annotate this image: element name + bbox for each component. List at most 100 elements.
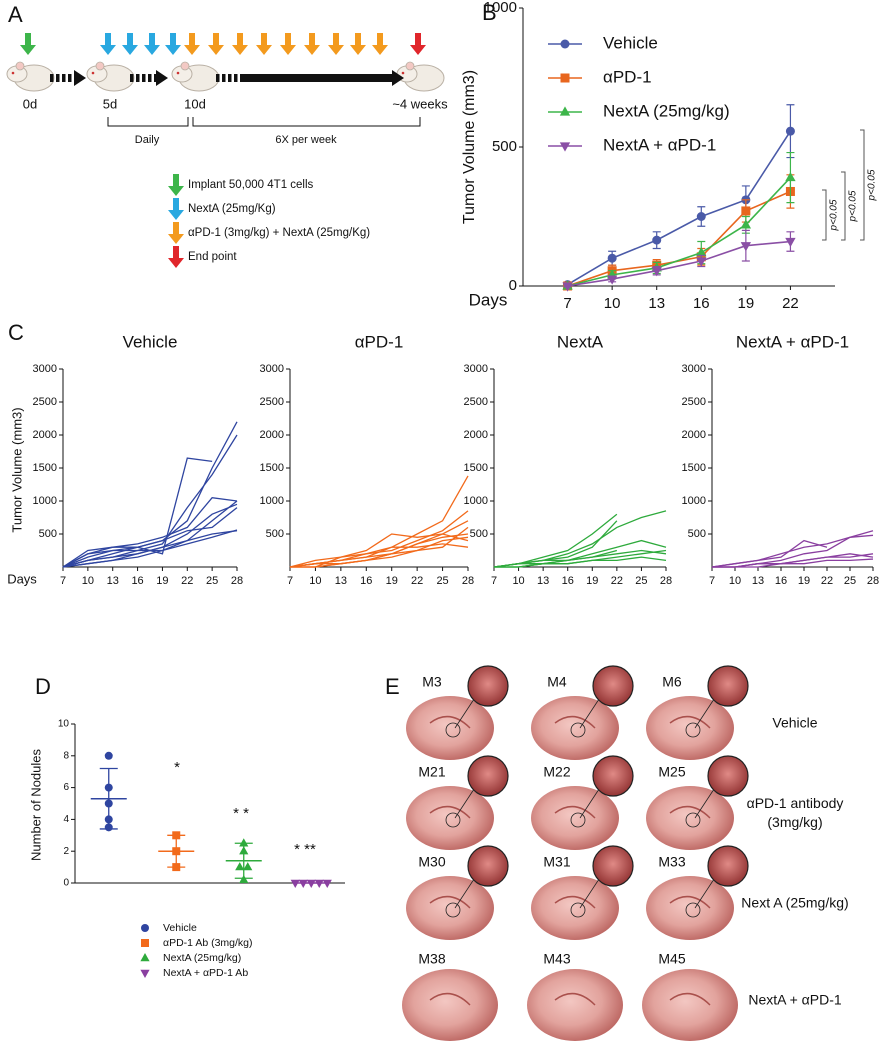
schedule-arrow	[304, 33, 320, 55]
marker	[740, 242, 752, 252]
marker	[607, 253, 617, 263]
schedule-arrow	[168, 198, 184, 220]
sample-label: M38	[418, 951, 445, 967]
schedule-arrow	[184, 33, 200, 55]
y-tick-label: 0	[63, 878, 69, 889]
marker	[696, 257, 707, 267]
lung-photo	[642, 969, 738, 1041]
marker	[785, 126, 795, 136]
period-bracket	[107, 117, 189, 127]
x-tick-label: 25	[436, 575, 448, 587]
significance-label: * *	[233, 805, 249, 822]
legend-marker	[560, 73, 570, 83]
zoom-inset	[467, 845, 509, 887]
error-bar	[99, 767, 118, 830]
marker	[322, 879, 332, 888]
series-line	[711, 539, 828, 568]
timeline-dash	[68, 74, 72, 82]
y-tick-label: 1500	[464, 462, 488, 474]
schedule-arrow	[256, 33, 272, 55]
lung-photo	[406, 786, 494, 850]
panel-label: D	[35, 674, 51, 699]
x-axis-label: Days	[7, 571, 37, 586]
marker	[740, 219, 752, 229]
timepoint-label: ~4 weeks	[392, 96, 448, 111]
schedule-arrow	[168, 246, 184, 268]
y-tick-label: 3000	[682, 363, 706, 375]
y-tick-label: 1000	[682, 495, 706, 507]
marker	[239, 874, 249, 884]
timeline-arrowhead	[392, 70, 404, 86]
schema-legend-label: End point	[188, 251, 237, 263]
zoom-source	[445, 812, 461, 828]
x-tick-label: 7	[60, 575, 66, 587]
legend-label: αPD-1 Ab (3mg/kg)	[163, 937, 253, 949]
timeline-dash	[216, 74, 220, 82]
mouse-icon	[6, 61, 55, 92]
timeline-dash	[142, 74, 146, 82]
x-tick-label: 16	[360, 575, 372, 587]
timeline-dash	[50, 74, 54, 82]
x-tick-label: 10	[309, 575, 321, 587]
schedule-arrow	[144, 33, 160, 55]
zoom-inset	[707, 845, 749, 887]
lung-photo	[527, 969, 623, 1041]
zoom-inset	[592, 755, 634, 797]
panel-label: C	[8, 320, 24, 345]
zoom-inset	[467, 665, 509, 707]
lung-photo	[646, 696, 734, 760]
series-line	[290, 526, 469, 568]
error-bar	[167, 834, 186, 868]
lung-fold	[554, 895, 596, 909]
timeline-arrowhead	[156, 70, 168, 86]
y-tick-label: 500	[470, 528, 488, 540]
timeline-dash	[154, 74, 158, 82]
legend-label: NextA + αPD-1 Ab	[163, 967, 248, 979]
zoom-source	[570, 902, 586, 918]
chart-title: αPD-1	[355, 332, 404, 351]
marker	[696, 247, 707, 257]
lung-photo	[402, 969, 498, 1041]
legend-marker	[141, 924, 149, 932]
series-line	[62, 530, 238, 568]
x-tick-label: 25	[635, 575, 647, 587]
x-tick-label: 13	[752, 575, 764, 587]
x-tick-label: 22	[411, 575, 423, 587]
mouse-icon	[86, 61, 135, 92]
timeline-arrowhead	[74, 70, 86, 86]
series-line	[62, 503, 238, 568]
series-line	[62, 421, 238, 568]
x-tick-label: 16	[693, 295, 710, 312]
series-line	[567, 240, 791, 287]
sample-label: M6	[662, 674, 682, 690]
row-label: (3mg/kg)	[767, 814, 822, 830]
legend-label: NextA + αPD-1	[603, 135, 716, 154]
lung-photo	[531, 696, 619, 760]
marker	[243, 862, 253, 871]
lung-fold	[554, 992, 596, 1006]
lung-fold	[669, 992, 711, 1006]
sample-label: M22	[543, 764, 570, 780]
legend-label: Vehicle	[603, 33, 658, 52]
marker	[785, 237, 796, 248]
y-axis-label: Tumor Volume (mm3)	[461, 70, 478, 224]
marker	[696, 212, 706, 221]
mouse-icon	[396, 61, 445, 92]
y-tick-label: 2000	[260, 429, 284, 441]
zoom-inset	[467, 755, 509, 797]
lung-fold	[669, 715, 711, 729]
y-tick-label: 2500	[260, 396, 284, 408]
y-tick-label: 500	[266, 528, 284, 540]
lung-photo	[531, 876, 619, 940]
mouse-ear	[405, 61, 415, 71]
lung-photo	[531, 786, 619, 850]
legend-label: NextA (25mg/kg)	[603, 101, 730, 120]
mouse-ear	[95, 61, 105, 71]
marker	[298, 879, 308, 888]
mouse-eye	[91, 71, 95, 75]
sample-label: M21	[418, 764, 445, 780]
timeline-dash	[148, 74, 152, 82]
x-tick-label: 19	[798, 575, 810, 587]
x-tick-label: 22	[611, 575, 623, 587]
